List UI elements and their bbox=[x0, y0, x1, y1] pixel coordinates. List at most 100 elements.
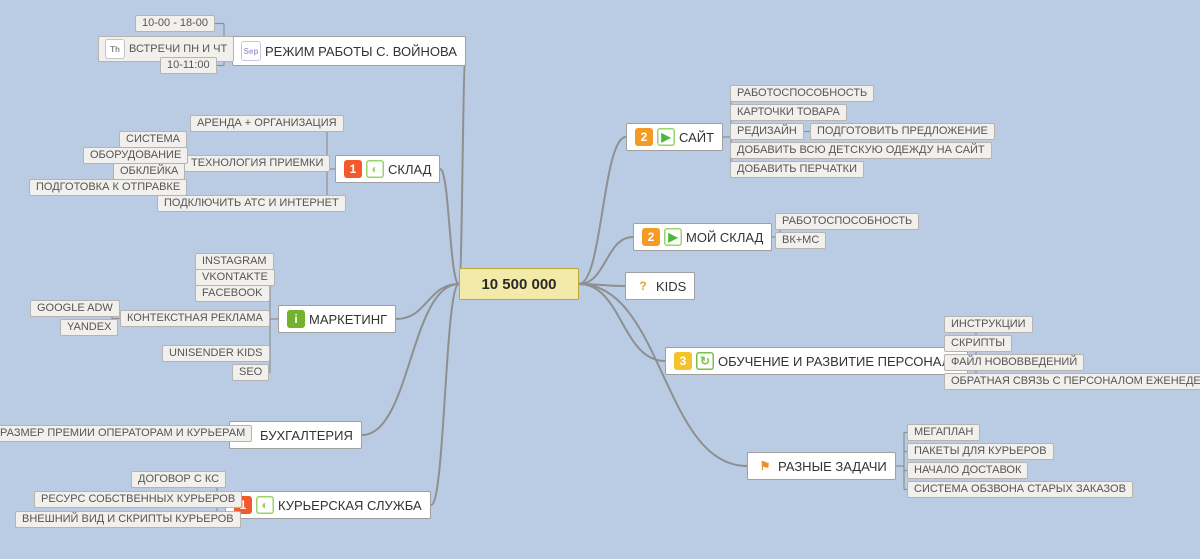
play-icon: ▶ bbox=[664, 228, 682, 246]
branch-b8[interactable]: 3↻ ОБУЧЕНИЕ И РАЗВИТИЕ ПЕРСОНАЛА bbox=[665, 347, 968, 375]
branch-b2-leaf-0[interactable]: INSTAGRAM bbox=[195, 253, 274, 270]
branch-b4-leaf-0[interactable]: ДОГОВОР С КС bbox=[131, 471, 226, 488]
branch-b6-label: МОЙ СКЛАД bbox=[686, 231, 763, 244]
q-icon: ? bbox=[634, 277, 652, 295]
branch-b8-leaf-3-label: ОБРАТНАЯ СВЯЗЬ С ПЕРСОНАЛОМ ЕЖЕНЕДЕЛЬНО bbox=[951, 376, 1200, 387]
branch-b1-leaf-2-label: ПОДКЛЮЧИТЬ АТС И ИНТЕРНЕТ bbox=[164, 198, 339, 209]
play-icon: ▶ bbox=[657, 128, 675, 146]
branch-b8-leaf-1[interactable]: СКРИПТЫ bbox=[944, 335, 1012, 352]
branch-b1-leaf-1-label: ТЕХНОЛОГИЯ ПРИЕМКИ bbox=[191, 158, 323, 169]
branch-b5-leaf-3-label: ДОБАВИТЬ ВСЮ ДЕТСКУЮ ОДЕЖДУ НА САЙТ bbox=[737, 145, 985, 156]
branch-b0-leaf-0[interactable]: 10-00 - 18-00 bbox=[135, 15, 215, 32]
branch-b1-leaf-2[interactable]: ПОДКЛЮЧИТЬ АТС И ИНТЕРНЕТ bbox=[157, 195, 346, 212]
branch-b9-leaf-3-label: СИСТЕМА ОБЗВОНА СТАРЫХ ЗАКАЗОВ bbox=[914, 484, 1126, 495]
branch-b1-leaf-1-c-1[interactable]: ОБОРУДОВАНИЕ bbox=[83, 147, 188, 164]
branch-b9-leaf-1-label: ПАКЕТЫ ДЛЯ КУРЬЕРОВ bbox=[914, 446, 1047, 457]
branch-b8-leaf-1-label: СКРИПТЫ bbox=[951, 338, 1005, 349]
branch-b5-leaf-4-label: ДОБАВИТЬ ПЕРЧАТКИ bbox=[737, 164, 857, 175]
branch-b1-leaf-1-c-2[interactable]: ОБКЛЕЙКА bbox=[113, 163, 185, 180]
branch-b2-leaf-5[interactable]: SEO bbox=[232, 364, 269, 381]
branch-b2-leaf-4[interactable]: UNISENDER KIDS bbox=[162, 345, 270, 362]
branch-b0-leaf-1-label: ВСТРЕЧИ ПН И ЧТ bbox=[129, 44, 227, 55]
branch-b3-label: БУХГАЛТЕРИЯ bbox=[260, 429, 353, 442]
root-node-label: 10 500 000 bbox=[481, 277, 556, 292]
branch-b1-leaf-0-label: АРЕНДА + ОРГАНИЗАЦИЯ bbox=[197, 118, 337, 129]
branch-b5-leaf-2-label: РЕДИЗАЙН bbox=[737, 126, 797, 137]
branch-b2-leaf-3-label: КОНТЕКСТНАЯ РЕКЛАМА bbox=[127, 313, 263, 324]
branch-b2-leaf-3-c-0[interactable]: GOOGLE ADW bbox=[30, 300, 120, 317]
branch-b9-leaf-3[interactable]: СИСТЕМА ОБЗВОНА СТАРЫХ ЗАКАЗОВ bbox=[907, 481, 1133, 498]
branch-b0-leaf-2[interactable]: 10-11:00 bbox=[160, 57, 217, 74]
flag-icon: ⚑ bbox=[756, 457, 774, 475]
branch-b4-leaf-2[interactable]: ВНЕШНИЙ ВИД И СКРИПТЫ КУРЬЕРОВ bbox=[15, 511, 241, 528]
branch-b2-leaf-0-label: INSTAGRAM bbox=[202, 256, 267, 267]
branch-b1[interactable]: 1◐ СКЛАД bbox=[335, 155, 440, 183]
sep-icon: Sep bbox=[241, 41, 261, 61]
branch-b5-leaf-0[interactable]: РАБОТОСПОСОБНОСТЬ bbox=[730, 85, 874, 102]
branch-b1-leaf-1-c-1-label: ОБОРУДОВАНИЕ bbox=[90, 150, 181, 161]
two-icon: 2 bbox=[642, 228, 660, 246]
branch-b5-leaf-2[interactable]: РЕДИЗАЙН bbox=[730, 123, 804, 140]
branch-b5-leaf-2-c-0[interactable]: ПОДГОТОВИТЬ ПРЕДЛОЖЕНИЕ bbox=[810, 123, 995, 140]
branch-b0-leaf-0-label: 10-00 - 18-00 bbox=[142, 18, 208, 29]
branch-b6[interactable]: 2▶ МОЙ СКЛАД bbox=[633, 223, 772, 251]
branch-b1-leaf-1-c-3[interactable]: ПОДГОТОВКА К ОТПРАВКЕ bbox=[29, 179, 187, 196]
branch-b2[interactable]: i МАРКЕТИНГ bbox=[278, 305, 396, 333]
branch-b2-leaf-3-c-0-label: GOOGLE ADW bbox=[37, 303, 113, 314]
branch-b7-label: KIDS bbox=[656, 280, 686, 293]
branch-b3-leaf-0[interactable]: РАЗМЕР ПРЕМИИ ОПЕРАТОРАМ И КУРЬЕРАМ bbox=[0, 425, 252, 442]
branch-b4-leaf-1-label: РЕСУРС СОБСТВЕННЫХ КУРЬЕРОВ bbox=[41, 494, 235, 505]
branch-b8-leaf-2[interactable]: ФАЙЛ НОВОВВЕДЕНИЙ bbox=[944, 354, 1084, 371]
half-icon: ◐ bbox=[256, 496, 274, 514]
branch-b9-leaf-0[interactable]: МЕГАПЛАН bbox=[907, 424, 980, 441]
branch-b5-leaf-2-c-0-label: ПОДГОТОВИТЬ ПРЕДЛОЖЕНИЕ bbox=[817, 126, 988, 137]
branch-b9-leaf-1[interactable]: ПАКЕТЫ ДЛЯ КУРЬЕРОВ bbox=[907, 443, 1054, 460]
three-icon: 3 bbox=[674, 352, 692, 370]
branch-b5-leaf-0-label: РАБОТОСПОСОБНОСТЬ bbox=[737, 88, 867, 99]
two-icon: 2 bbox=[635, 128, 653, 146]
half-icon: ◐ bbox=[366, 160, 384, 178]
branch-b1-leaf-1[interactable]: ТЕХНОЛОГИЯ ПРИЕМКИ bbox=[184, 155, 330, 172]
branch-b5-leaf-1[interactable]: КАРТОЧКИ ТОВАРА bbox=[730, 104, 847, 121]
branch-b8-leaf-0-label: ИНСТРУКЦИИ bbox=[951, 319, 1026, 330]
branch-b1-leaf-0[interactable]: АРЕНДА + ОРГАНИЗАЦИЯ bbox=[190, 115, 344, 132]
branch-b8-leaf-2-label: ФАЙЛ НОВОВВЕДЕНИЙ bbox=[951, 357, 1077, 368]
branch-b2-leaf-2-label: FACEBOOK bbox=[202, 288, 263, 299]
branch-b9-leaf-2[interactable]: НАЧАЛО ДОСТАВОК bbox=[907, 462, 1028, 479]
branch-b9[interactable]: ⚑ РАЗНЫЕ ЗАДАЧИ bbox=[747, 452, 896, 480]
branch-b4[interactable]: 1◐КУРЬЕРСКАЯ СЛУЖБА bbox=[225, 491, 431, 519]
branch-b2-label: МАРКЕТИНГ bbox=[309, 313, 387, 326]
branch-b0-leaf-2-label: 10-11:00 bbox=[167, 60, 210, 71]
info-icon: i bbox=[287, 310, 305, 328]
branch-b5-leaf-3[interactable]: ДОБАВИТЬ ВСЮ ДЕТСКУЮ ОДЕЖДУ НА САЙТ bbox=[730, 142, 992, 159]
branch-b6-leaf-0-label: РАБОТОСПОСОБНОСТЬ bbox=[782, 216, 912, 227]
branch-b4-leaf-0-label: ДОГОВОР С КС bbox=[138, 474, 219, 485]
branch-b4-leaf-1[interactable]: РЕСУРС СОБСТВЕННЫХ КУРЬЕРОВ bbox=[34, 491, 242, 508]
branch-b5-leaf-4[interactable]: ДОБАВИТЬ ПЕРЧАТКИ bbox=[730, 161, 864, 178]
branch-b7[interactable]: ? KIDS bbox=[625, 272, 695, 300]
one-icon: 1 bbox=[344, 160, 362, 178]
branch-b8-label: ОБУЧЕНИЕ И РАЗВИТИЕ ПЕРСОНАЛА bbox=[718, 355, 959, 368]
branch-b2-leaf-2[interactable]: FACEBOOK bbox=[195, 285, 270, 302]
branch-b2-leaf-1[interactable]: VKONTAKTE bbox=[195, 269, 275, 286]
branch-b9-leaf-2-label: НАЧАЛО ДОСТАВОК bbox=[914, 465, 1021, 476]
branch-b4-leaf-2-label: ВНЕШНИЙ ВИД И СКРИПТЫ КУРЬЕРОВ bbox=[22, 514, 234, 525]
refresh-icon: ↻ bbox=[696, 352, 714, 370]
branch-b5-leaf-1-label: КАРТОЧКИ ТОВАРА bbox=[737, 107, 840, 118]
th-icon: Th bbox=[105, 39, 125, 59]
branch-b2-leaf-3-c-1[interactable]: YANDEX bbox=[60, 319, 118, 336]
branch-b1-leaf-1-c-2-label: ОБКЛЕЙКА bbox=[120, 166, 178, 177]
branch-b6-leaf-1[interactable]: ВК+МС bbox=[775, 232, 826, 249]
branch-b6-leaf-0[interactable]: РАБОТОСПОСОБНОСТЬ bbox=[775, 213, 919, 230]
branch-b5[interactable]: 2▶САЙТ bbox=[626, 123, 723, 151]
branch-b2-leaf-3[interactable]: КОНТЕКСТНАЯ РЕКЛАМА bbox=[120, 310, 270, 327]
branch-b0[interactable]: SepРЕЖИМ РАБОТЫ С. ВОЙНОВА bbox=[232, 36, 466, 66]
branch-b4-label: КУРЬЕРСКАЯ СЛУЖБА bbox=[278, 499, 422, 512]
branch-b9-label: РАЗНЫЕ ЗАДАЧИ bbox=[778, 460, 887, 473]
branch-b1-label: СКЛАД bbox=[388, 163, 431, 176]
branch-b1-leaf-1-c-0-label: СИСТЕМА bbox=[126, 134, 180, 145]
branch-b8-leaf-3[interactable]: ОБРАТНАЯ СВЯЗЬ С ПЕРСОНАЛОМ ЕЖЕНЕДЕЛЬНО bbox=[944, 373, 1200, 390]
branch-b1-leaf-1-c-0[interactable]: СИСТЕМА bbox=[119, 131, 187, 148]
branch-b8-leaf-0[interactable]: ИНСТРУКЦИИ bbox=[944, 316, 1033, 333]
root-node[interactable]: 10 500 000 bbox=[459, 268, 579, 300]
